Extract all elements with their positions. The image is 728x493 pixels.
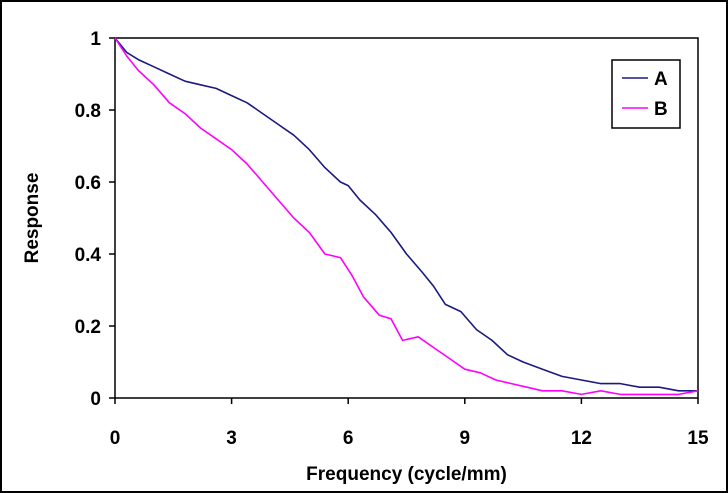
x-tick-label: 9 <box>460 428 471 449</box>
x-tick-label: 0 <box>110 428 121 449</box>
legend-label: B <box>654 99 668 120</box>
series-line-b <box>114 37 699 396</box>
x-axis-label: Frequency (cycle/mm) <box>306 464 507 485</box>
x-tick-label: 15 <box>687 428 709 449</box>
legend-box <box>611 59 681 129</box>
x-tick-label: 6 <box>343 428 354 449</box>
y-tick-label: 0.4 <box>75 245 102 266</box>
y-tick-label: 0.2 <box>75 317 101 338</box>
y-tick-label: 0.8 <box>75 101 101 122</box>
legend-label: A <box>654 69 668 90</box>
y-tick-label: 1 <box>90 29 101 50</box>
x-axis: 0 3 6 9 12 15 <box>110 398 709 449</box>
series-line-a <box>114 37 698 392</box>
plot-area <box>114 37 699 399</box>
y-tick-label: 0.6 <box>75 173 101 194</box>
series-lines <box>114 37 699 396</box>
x-tick-label: 3 <box>226 428 237 449</box>
legend: AB <box>611 59 681 129</box>
y-axis: 0 0.2 0.4 0.6 0.8 1 <box>75 29 115 410</box>
x-tick-label: 12 <box>571 428 592 449</box>
y-axis-label: Response <box>22 173 43 264</box>
y-tick-label: 0 <box>90 389 101 410</box>
